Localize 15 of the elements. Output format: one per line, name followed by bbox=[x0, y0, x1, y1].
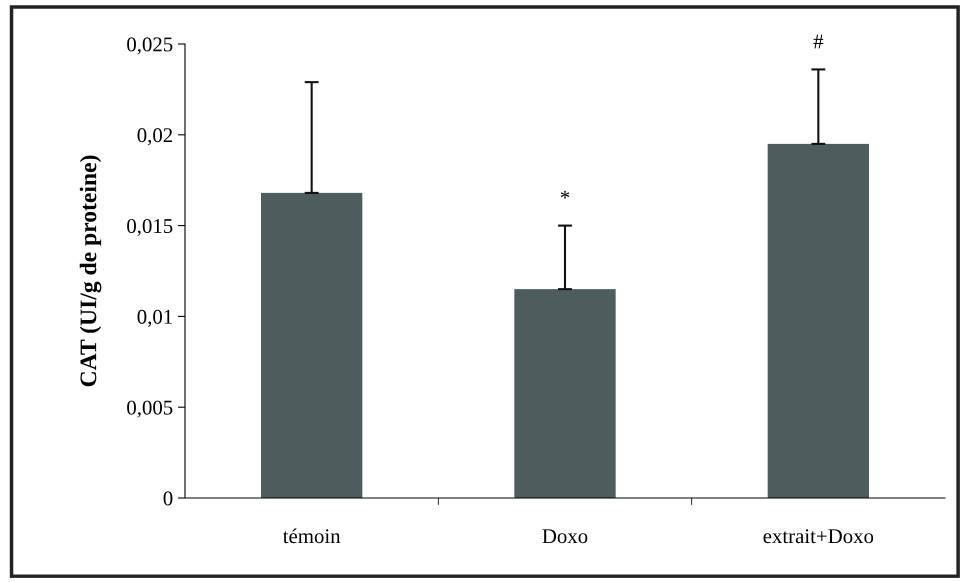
y-tick-label: 0 bbox=[164, 491, 172, 506]
annotation: * bbox=[560, 190, 570, 198]
y-tick-label: 0,01 bbox=[138, 310, 172, 327]
x-tick-label: Doxo bbox=[542, 529, 588, 544]
bar bbox=[261, 192, 362, 498]
bar bbox=[768, 144, 869, 498]
y-tick-label: 0,025 bbox=[127, 37, 172, 54]
y-tick-label: 0,02 bbox=[138, 128, 172, 146]
x-tick-label: extrait+Doxo bbox=[764, 529, 874, 544]
annotation: # bbox=[814, 34, 824, 48]
bar bbox=[514, 289, 616, 498]
y-axis-title: CAT (UI/g de proteine) bbox=[80, 156, 102, 386]
x-tick-label: témoin bbox=[282, 528, 340, 544]
y-tick-label: 0,005 bbox=[127, 400, 172, 418]
y-tick-label: 0,015 bbox=[127, 218, 172, 236]
